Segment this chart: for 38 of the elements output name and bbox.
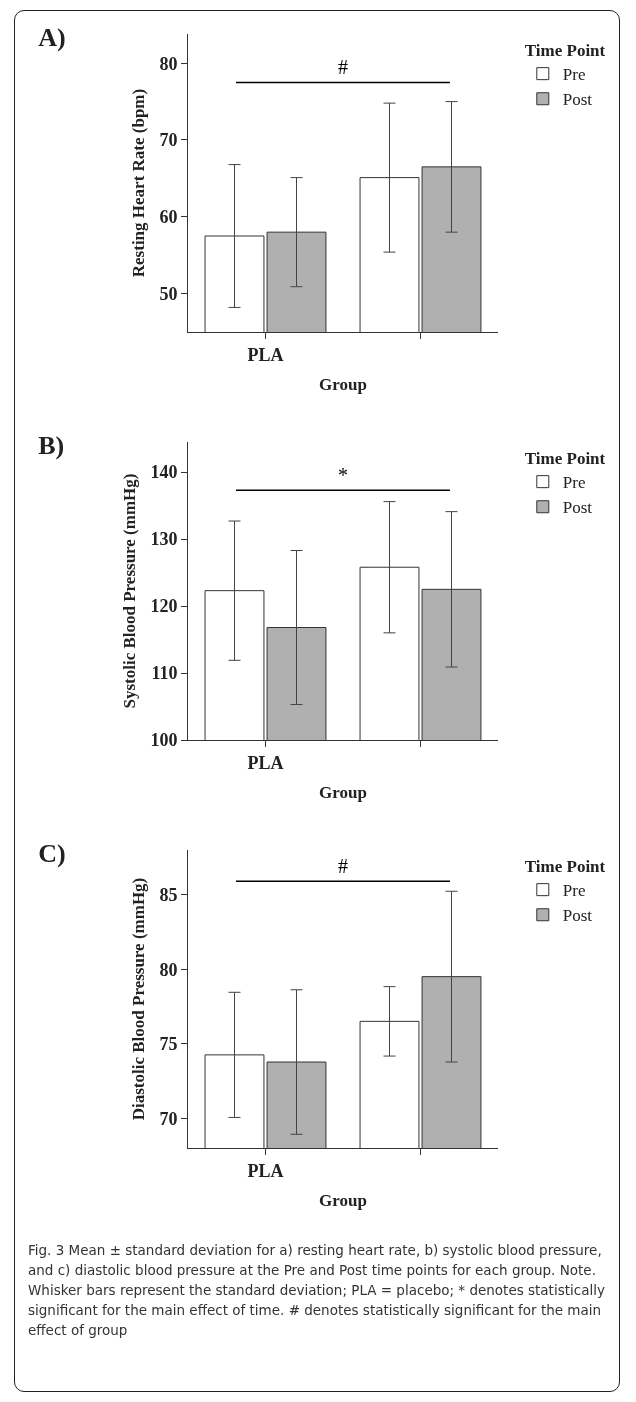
y-tick-label: 130 — [150, 529, 178, 550]
legend-title: Time Point — [524, 857, 606, 877]
x-tick-label: PLA — [247, 344, 284, 365]
legend-title: Time Point — [524, 41, 606, 61]
y-axis-title: Systolic Blood Pressure (mmHg) — [119, 473, 139, 709]
legend-label: Pre — [562, 473, 586, 493]
x-axis-title: Group — [319, 1191, 367, 1210]
y-axis-title: Diastolic Blood Pressure (mmHg) — [128, 877, 148, 1121]
y-tick-label: 80 — [159, 959, 178, 980]
ref-line-label: * — [338, 464, 348, 486]
y-tick-label: 50 — [159, 283, 178, 304]
x-axis-title: Group — [319, 375, 367, 394]
legend-label: Pre — [562, 881, 586, 901]
y-tick-label: 110 — [151, 663, 178, 684]
legend-label: Post — [562, 90, 593, 110]
ref-line-label: # — [338, 855, 348, 877]
x-axis-title: Group — [319, 783, 367, 802]
chart-title: A) — [38, 22, 66, 52]
y-tick-label: 120 — [150, 596, 178, 617]
y-tick-label: 140 — [150, 462, 178, 483]
y-axis-title: Resting Heart Rate (bpm) — [128, 88, 148, 278]
chart-title: C) — [38, 838, 66, 868]
y-tick-label: 60 — [159, 207, 178, 228]
legend-label: Pre — [562, 65, 586, 85]
ref-line-label: # — [338, 56, 348, 78]
y-tick-label: 70 — [159, 1108, 178, 1129]
x-tick-label: PLA — [247, 752, 284, 773]
x-tick-label: PLA — [247, 1160, 284, 1181]
chart-title: B) — [38, 430, 65, 460]
y-tick-label: 75 — [159, 1034, 178, 1054]
y-tick-label: 80 — [159, 53, 178, 74]
legend-label: Post — [562, 906, 593, 926]
y-tick-label: 85 — [159, 885, 178, 905]
caption: Fig. 3 Mean ± standard deviation for a) resting heart rate, b) systolic blood pressure, and c) diastolic blood pressure at the Pre and Post time points for each group. Note. Whisker bars represent the standard deviation; PLA = placebo; * denotes statistically significant for the main effect of time. # denotes statistically significant for the main effect of group — [28, 1241, 606, 1340]
y-tick-label: 100 — [150, 730, 178, 751]
legend-title: Time Point — [524, 449, 606, 469]
legend-label: Post — [562, 498, 593, 518]
y-tick-label: 70 — [159, 130, 178, 151]
